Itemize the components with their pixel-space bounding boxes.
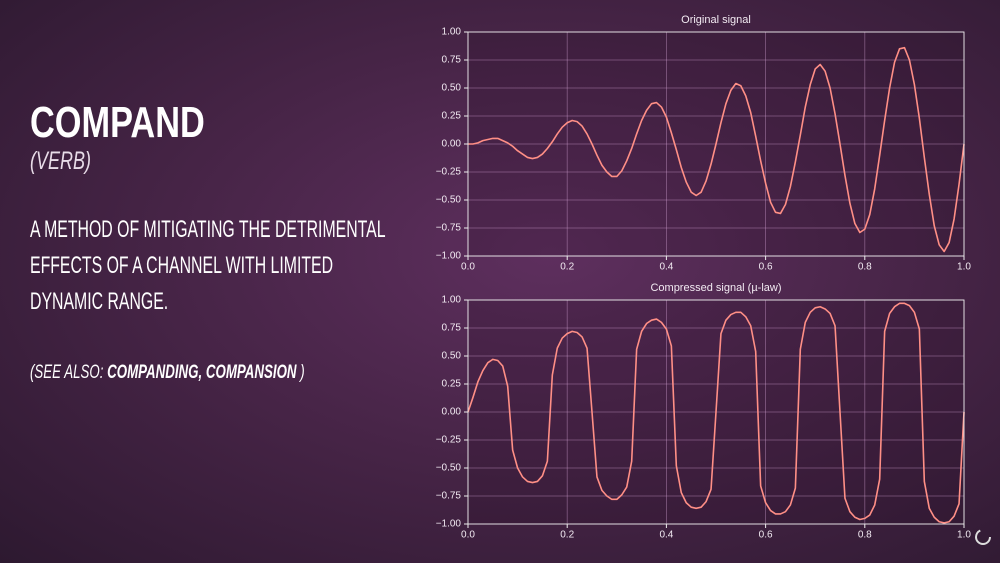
see-also-prefix: (SEE ALSO: bbox=[30, 362, 108, 383]
y-tick-label: 0.75 bbox=[442, 323, 462, 334]
chart-title: Compressed signal (µ-law) bbox=[650, 282, 781, 294]
definition-line: A METHOD OF MITIGATING THE DETRIMENTAL bbox=[30, 216, 386, 243]
y-tick-label: 0.00 bbox=[442, 407, 462, 418]
definition-line: DYNAMIC RANGE. bbox=[30, 288, 169, 315]
loading-icon bbox=[975, 529, 991, 545]
signal-line bbox=[467, 302, 965, 524]
signal-line bbox=[468, 46, 965, 253]
definition-line: EFFECTS OF A CHANNEL WITH LIMITED bbox=[30, 252, 334, 279]
y-tick-label: 0.50 bbox=[442, 83, 462, 94]
y-tick-label: −0.25 bbox=[436, 435, 462, 446]
y-tick-label: −0.50 bbox=[436, 195, 462, 206]
y-tick-label: 0.50 bbox=[442, 351, 462, 362]
y-tick-label: −1.00 bbox=[436, 251, 462, 262]
y-tick-label: 1.00 bbox=[442, 295, 462, 306]
x-tick-label: 1.0 bbox=[957, 262, 971, 273]
y-tick-label: −0.75 bbox=[436, 491, 462, 502]
term: COMPAND bbox=[30, 98, 205, 147]
x-tick-label: 0.4 bbox=[659, 262, 673, 273]
axes-frame bbox=[467, 299, 965, 525]
see-also-suffix: ) bbox=[296, 362, 305, 383]
y-tick-label: 1.00 bbox=[442, 27, 462, 38]
x-tick-label: 0.2 bbox=[560, 530, 574, 541]
y-tick-label: −0.75 bbox=[436, 223, 462, 234]
y-tick-label: −0.50 bbox=[436, 463, 462, 474]
x-tick-label: 0.2 bbox=[560, 262, 574, 273]
y-tick-label: −0.25 bbox=[436, 167, 462, 178]
y-tick-label: 0.00 bbox=[442, 139, 462, 150]
x-tick-label: 0.0 bbox=[461, 530, 475, 541]
part-of-speech: (VERB) bbox=[30, 147, 92, 175]
axes-frame bbox=[467, 31, 965, 257]
chart-title: Original signal bbox=[681, 14, 751, 26]
see-also-terms: COMPANDING, COMPANSION bbox=[107, 362, 297, 383]
x-tick-label: 0.6 bbox=[759, 262, 773, 273]
y-tick-label: 0.25 bbox=[442, 379, 462, 390]
y-tick-label: 0.75 bbox=[442, 55, 462, 66]
x-tick-label: 0.8 bbox=[858, 262, 872, 273]
see-also: (SEE ALSO: COMPANDING, COMPANSION ) bbox=[30, 362, 305, 384]
x-tick-label: 1.0 bbox=[957, 530, 971, 541]
x-tick-label: 0.6 bbox=[759, 530, 773, 541]
y-tick-label: −1.00 bbox=[436, 519, 462, 530]
x-tick-label: 0.4 bbox=[659, 530, 673, 541]
x-tick-label: 0.8 bbox=[858, 530, 872, 541]
y-tick-label: 0.25 bbox=[442, 111, 462, 122]
x-tick-label: 0.0 bbox=[461, 262, 475, 273]
